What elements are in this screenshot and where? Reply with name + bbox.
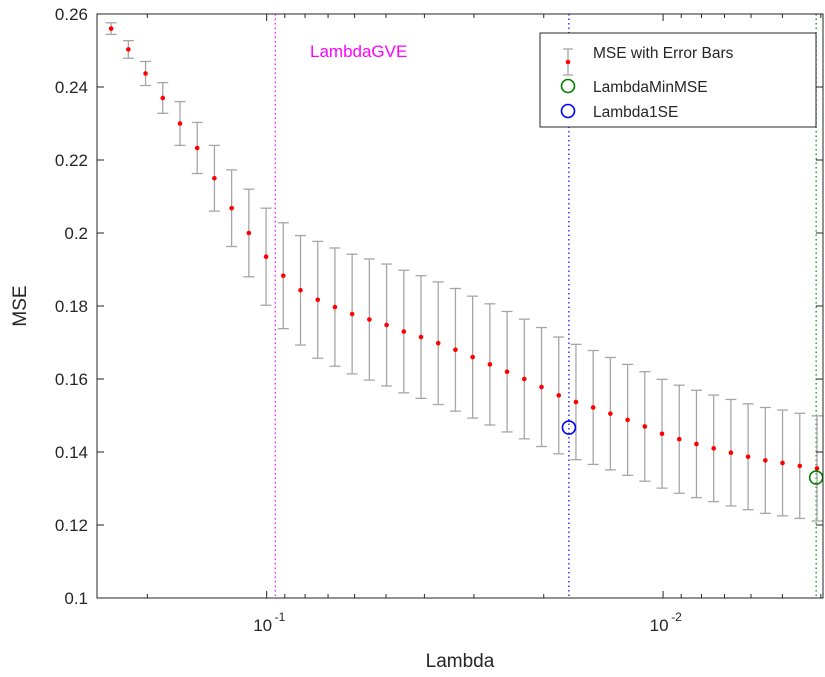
mse-point — [315, 297, 321, 303]
mse-point — [418, 334, 424, 340]
y-tick-label: 0.26 — [55, 5, 88, 24]
legend-label: LambdaMinMSE — [593, 79, 708, 96]
mse-point — [745, 454, 751, 460]
mse-point — [298, 288, 303, 293]
mse-point — [711, 446, 716, 451]
legend-label: MSE with Error Bars — [593, 45, 734, 62]
mse-point — [539, 384, 544, 390]
lambda1se-marker — [561, 420, 577, 435]
mse-point — [108, 26, 114, 31]
mse-point — [367, 317, 372, 322]
reference-line-label: LambdaGVE — [310, 42, 407, 61]
mse-point — [349, 311, 355, 317]
mse-point — [573, 399, 579, 405]
mse-point — [246, 230, 252, 236]
mse-point — [487, 362, 493, 367]
legend-circle-icon — [560, 103, 576, 119]
mse-point — [504, 369, 510, 375]
y-axis-title: MSE — [10, 285, 31, 326]
x-tick-exponent: -1 — [275, 610, 286, 624]
mse-point — [694, 441, 699, 447]
mse-point — [659, 431, 665, 437]
mse-point — [642, 424, 648, 429]
mse-point — [625, 417, 630, 423]
y-tick-label: 0.18 — [55, 297, 88, 316]
legend-entry: MSE with Error Bars — [563, 45, 734, 76]
mse-point — [126, 47, 131, 52]
mse-point — [143, 71, 148, 76]
y-tick-label: 0.24 — [55, 78, 88, 97]
y-tick-label: 0.16 — [55, 370, 88, 389]
legend-label: Lambda1SE — [593, 104, 678, 121]
mse-point — [160, 95, 166, 101]
mse-point — [194, 145, 200, 151]
mse-point — [332, 304, 338, 310]
mse-point — [435, 340, 441, 346]
x-tick-label: 10 — [650, 616, 669, 635]
x-tick-label: 10 — [253, 616, 272, 635]
mse-point — [728, 450, 734, 456]
legend: MSE with Error Bars LambdaMinMSE Lambda1SE — [539, 32, 817, 128]
mse-point — [263, 254, 269, 260]
mse-point — [522, 376, 527, 382]
y-tick-label: 0.1 — [64, 589, 88, 608]
mse-point — [401, 329, 407, 334]
mse-point — [590, 405, 596, 410]
mse-point — [280, 273, 286, 279]
mse-point — [608, 411, 613, 416]
mse-point — [453, 347, 458, 353]
y-tick-label: 0.22 — [55, 151, 88, 170]
legend-circle-icon — [560, 78, 576, 94]
mse-point — [229, 205, 234, 211]
legend-point-icon — [565, 59, 571, 65]
mse-point — [797, 463, 803, 469]
legend-box — [539, 32, 817, 128]
mse-point — [470, 354, 475, 360]
mse-point — [384, 322, 389, 328]
mse-point — [556, 393, 562, 398]
mse-point — [676, 436, 682, 442]
mse-point — [780, 460, 785, 466]
mse-point — [814, 466, 820, 471]
y-tick-label: 0.12 — [55, 516, 88, 535]
x-axis-title: Lambda — [426, 651, 495, 672]
legend-entry: LambdaMinMSE — [560, 78, 708, 96]
x-tick-exponent: -2 — [671, 610, 682, 624]
mse-point — [763, 458, 768, 463]
legend-entry: Lambda1SE — [560, 103, 678, 121]
y-tick-label: 0.14 — [55, 443, 88, 462]
mse-point — [177, 121, 183, 126]
y-tick-label: 0.2 — [64, 224, 88, 243]
mse-point — [212, 175, 217, 181]
